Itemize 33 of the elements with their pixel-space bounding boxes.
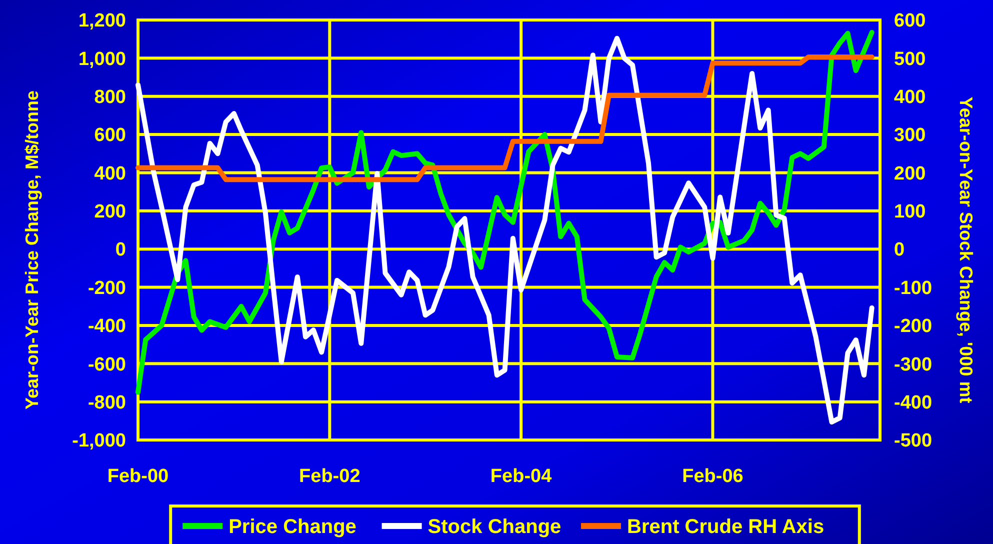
y2-tick-label: -300 xyxy=(894,354,932,376)
y2-axis-title: Year-on-Year Stock Change, '000 mt xyxy=(956,96,976,404)
y-tick-label: 1,200 xyxy=(78,10,126,32)
y-tick-label: -200 xyxy=(88,278,126,299)
y2-tick-label: 0 xyxy=(894,240,905,261)
y2-tick-label: 200 xyxy=(894,163,926,184)
x-tick-label: Feb-00 xyxy=(107,466,169,487)
y2-tick-label: 300 xyxy=(894,125,926,146)
y-tick-label: 400 xyxy=(94,163,126,184)
legend-label: Price Change xyxy=(228,516,356,538)
y2-tick-label: 400 xyxy=(894,87,926,108)
y2-tick-label: -400 xyxy=(894,392,932,414)
y-tick-label: -400 xyxy=(88,316,126,338)
x-tick-label: Feb-02 xyxy=(299,466,360,487)
x-tick-label: Feb-06 xyxy=(682,466,744,487)
y2-tick-label: -200 xyxy=(894,316,932,338)
y-tick-label: -1,000 xyxy=(72,430,126,452)
y-tick-label: 800 xyxy=(94,87,126,108)
y2-tick-label: -500 xyxy=(894,430,932,452)
y-tick-label: -600 xyxy=(88,354,126,376)
y-tick-label: 600 xyxy=(94,125,126,146)
y-tick-label: 0 xyxy=(115,240,126,261)
y-tick-label: 200 xyxy=(94,202,126,223)
y2-tick-label: -100 xyxy=(894,278,932,299)
legend-label: Brent Crude RH Axis xyxy=(627,516,824,538)
y-tick-label: -800 xyxy=(88,392,126,414)
y-axis-title: Year-on-Year Price Change, M$/tonne xyxy=(22,90,42,410)
y2-tick-label: 600 xyxy=(894,10,926,32)
x-tick-label: Feb-04 xyxy=(490,466,552,487)
y2-tick-label: 500 xyxy=(894,48,926,70)
y2-tick-label: 100 xyxy=(894,202,926,223)
y-tick-label: 1,000 xyxy=(78,48,126,70)
legend-label: Stock Change xyxy=(428,516,562,538)
